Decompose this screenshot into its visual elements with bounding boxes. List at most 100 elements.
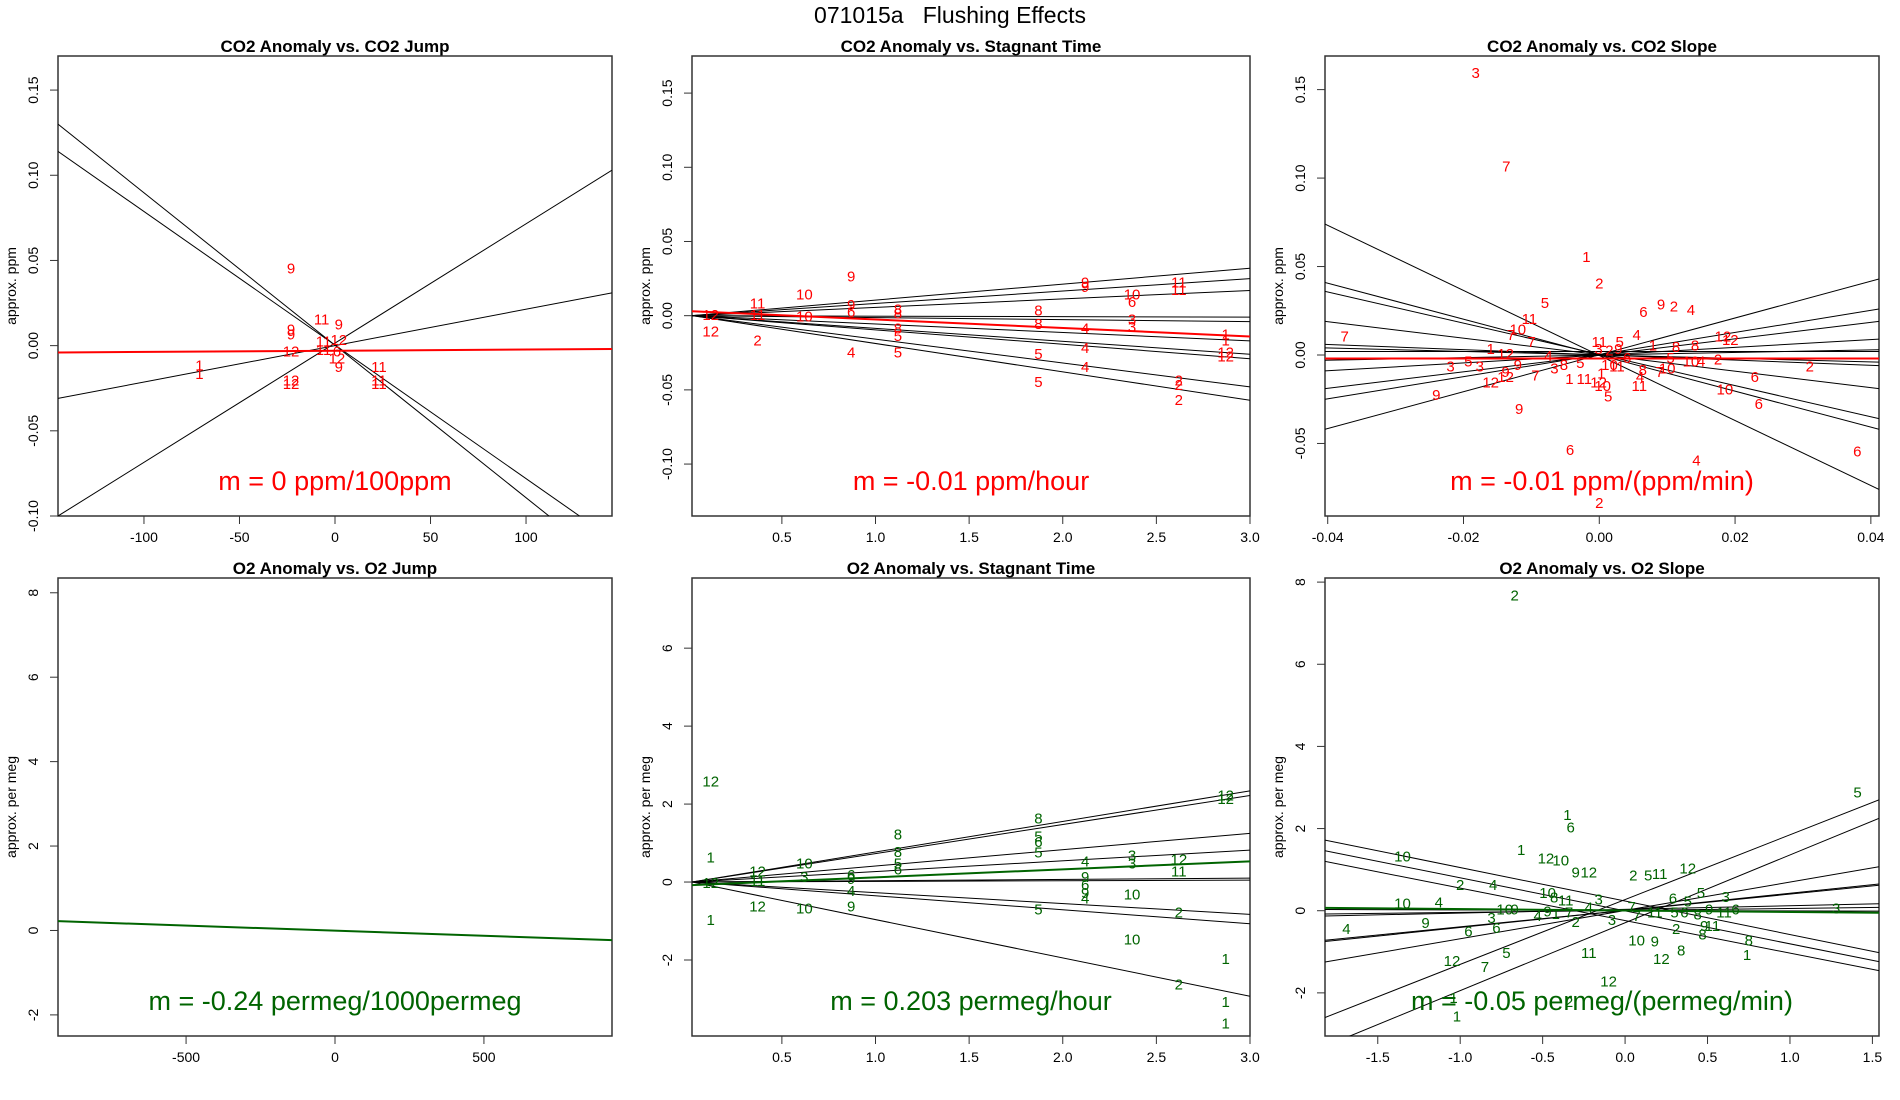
data-point-label: 2: [1605, 343, 1613, 360]
data-point-label: 2: [1629, 868, 1637, 885]
data-point-label: 7: [1656, 364, 1664, 381]
data-point-label: 2: [753, 332, 761, 349]
mean-fit-line: [58, 920, 612, 942]
data-point-label: 11: [1591, 334, 1607, 351]
fit-line: [692, 315, 1250, 323]
panel-co2-jump: CO2 Anomaly vs. CO2 Jump -100 -50 0 50 100 -0.…: [3, 37, 613, 545]
y-tick-label: -0.05: [659, 374, 675, 406]
data-point-label: 11: [1716, 905, 1732, 922]
y-tick-label: 0.05: [659, 228, 675, 255]
y-axis-label: approx. per meg: [1270, 756, 1286, 858]
data-point-label: 12: [1217, 787, 1234, 804]
data-point-label: 4: [1534, 908, 1542, 925]
y-tick-label: -0.10: [25, 500, 41, 532]
data-point-label: 9: [1081, 275, 1089, 292]
data-point-label: 1: [1221, 332, 1229, 349]
fit-line: [1325, 850, 1879, 963]
data-point-label: 7: [1507, 327, 1515, 344]
fit-line: [58, 169, 612, 516]
data-point-label: 4: [1632, 327, 1640, 344]
y-tick-label: 6: [659, 644, 675, 652]
plot-frame: [57, 577, 613, 1037]
data-point-label: 3: [1128, 312, 1136, 329]
data-point-label: 10: [1124, 286, 1141, 303]
panel-title: CO2 Anomaly vs. Stagnant Time: [841, 37, 1102, 56]
data-point-label: 9: [1657, 297, 1665, 314]
x-tick-label: -50: [229, 529, 249, 545]
data-point-label: 9: [287, 327, 295, 344]
y-tick-label: 8: [1292, 578, 1308, 586]
plot-frame: [1324, 577, 1880, 1037]
data-point-label: 2: [1672, 921, 1680, 938]
x-tick-label: 0.5: [1698, 1049, 1718, 1065]
fit-line: [692, 795, 1250, 883]
data-point-label: 3: [1128, 319, 1136, 336]
fit-line: [692, 315, 1250, 401]
data-point-label: 4: [847, 344, 855, 361]
data-point-label: 12: [1217, 349, 1234, 366]
data-point-label: 1: [1582, 249, 1590, 266]
data-point-label: 3: [1594, 341, 1602, 358]
data-point-label: 7: [1481, 959, 1489, 976]
data-point-label: 1: [1221, 994, 1229, 1011]
data-point-label: 6: [1731, 902, 1739, 919]
data-point-label: 12: [749, 863, 766, 880]
data-point-label: 3: [1721, 889, 1729, 906]
data-point-label: 4: [1687, 302, 1695, 319]
data-point-label: 11: [1652, 866, 1668, 883]
data-point-label: 1: [707, 912, 715, 929]
data-point-label: 7: [1502, 159, 1510, 176]
data-point-label: 9: [287, 260, 295, 277]
data-point-label: 9: [335, 316, 343, 333]
data-point-label: 2: [1510, 587, 1518, 604]
data-point-label: 8: [1560, 357, 1568, 374]
data-point-label: 12: [1590, 375, 1607, 392]
x-tick-label: 50: [423, 529, 439, 545]
data-point-label: 12: [1444, 953, 1461, 970]
plot-frame: [57, 55, 613, 517]
data-point-label: 12: [283, 376, 300, 393]
data-point-label: 1: [1649, 337, 1657, 354]
mean-fit-line: [1325, 906, 1879, 914]
data-point-label: 11: [1171, 282, 1187, 299]
data-point-label: 6: [1755, 396, 1763, 413]
data-point-label: 7: [1527, 334, 1535, 351]
x-tick-label: 1.5: [1863, 1049, 1883, 1065]
x-tick-label: -1.5: [1366, 1049, 1390, 1065]
data-point-label: 6: [1128, 294, 1136, 311]
fit-line: [692, 267, 1250, 317]
y-tick-label: -0.05: [1292, 427, 1308, 459]
x-tick-label: 2.0: [1053, 1049, 1073, 1065]
data-point-label: 9: [847, 297, 855, 314]
slope-annotation: m = -0.01 ppm/hour: [853, 466, 1089, 496]
x-tick-label: 0.02: [1721, 529, 1748, 545]
data-point-label: 6: [333, 344, 341, 361]
data-point-label: 12: [702, 324, 719, 341]
plot-area: 1211211211121031069498856856554969433101…: [692, 774, 1250, 1032]
data-point-label: 2: [1175, 976, 1183, 993]
data-point-label: 5: [1576, 355, 1584, 372]
y-tick-label: 4: [1292, 742, 1308, 750]
data-point-label: 5: [1684, 893, 1692, 910]
fit-line: [1325, 884, 1879, 941]
fit-line: [1325, 839, 1879, 954]
y-tick-label: 2: [659, 800, 675, 808]
data-point-label: 2: [1175, 904, 1183, 921]
x-tick-label: 500: [472, 1049, 496, 1065]
data-point-label: 5: [894, 856, 902, 873]
x-tick-label: -500: [172, 1049, 200, 1065]
data-point-label: 2: [1565, 994, 1573, 1011]
data-point-label: 8: [1672, 339, 1680, 356]
data-point-label: 7: [1341, 329, 1349, 346]
panel-title: CO2 Anomaly vs. CO2 Slope: [1487, 37, 1717, 56]
data-point-label: 1: [707, 850, 715, 867]
data-point-label: 12: [1653, 951, 1670, 968]
data-point-label: 5: [1034, 346, 1042, 363]
panel-o2-jump: O2 Anomaly vs. O2 Jump -500 0 500 -2 0 2 4 6 8 app…: [3, 559, 613, 1065]
data-point-label: 10: [1594, 378, 1611, 395]
data-point-label: 11: [1705, 918, 1721, 935]
data-point-label: 12: [1497, 369, 1514, 386]
data-point-label: 4: [1489, 877, 1497, 894]
data-point-label: 3: [1472, 65, 1480, 82]
